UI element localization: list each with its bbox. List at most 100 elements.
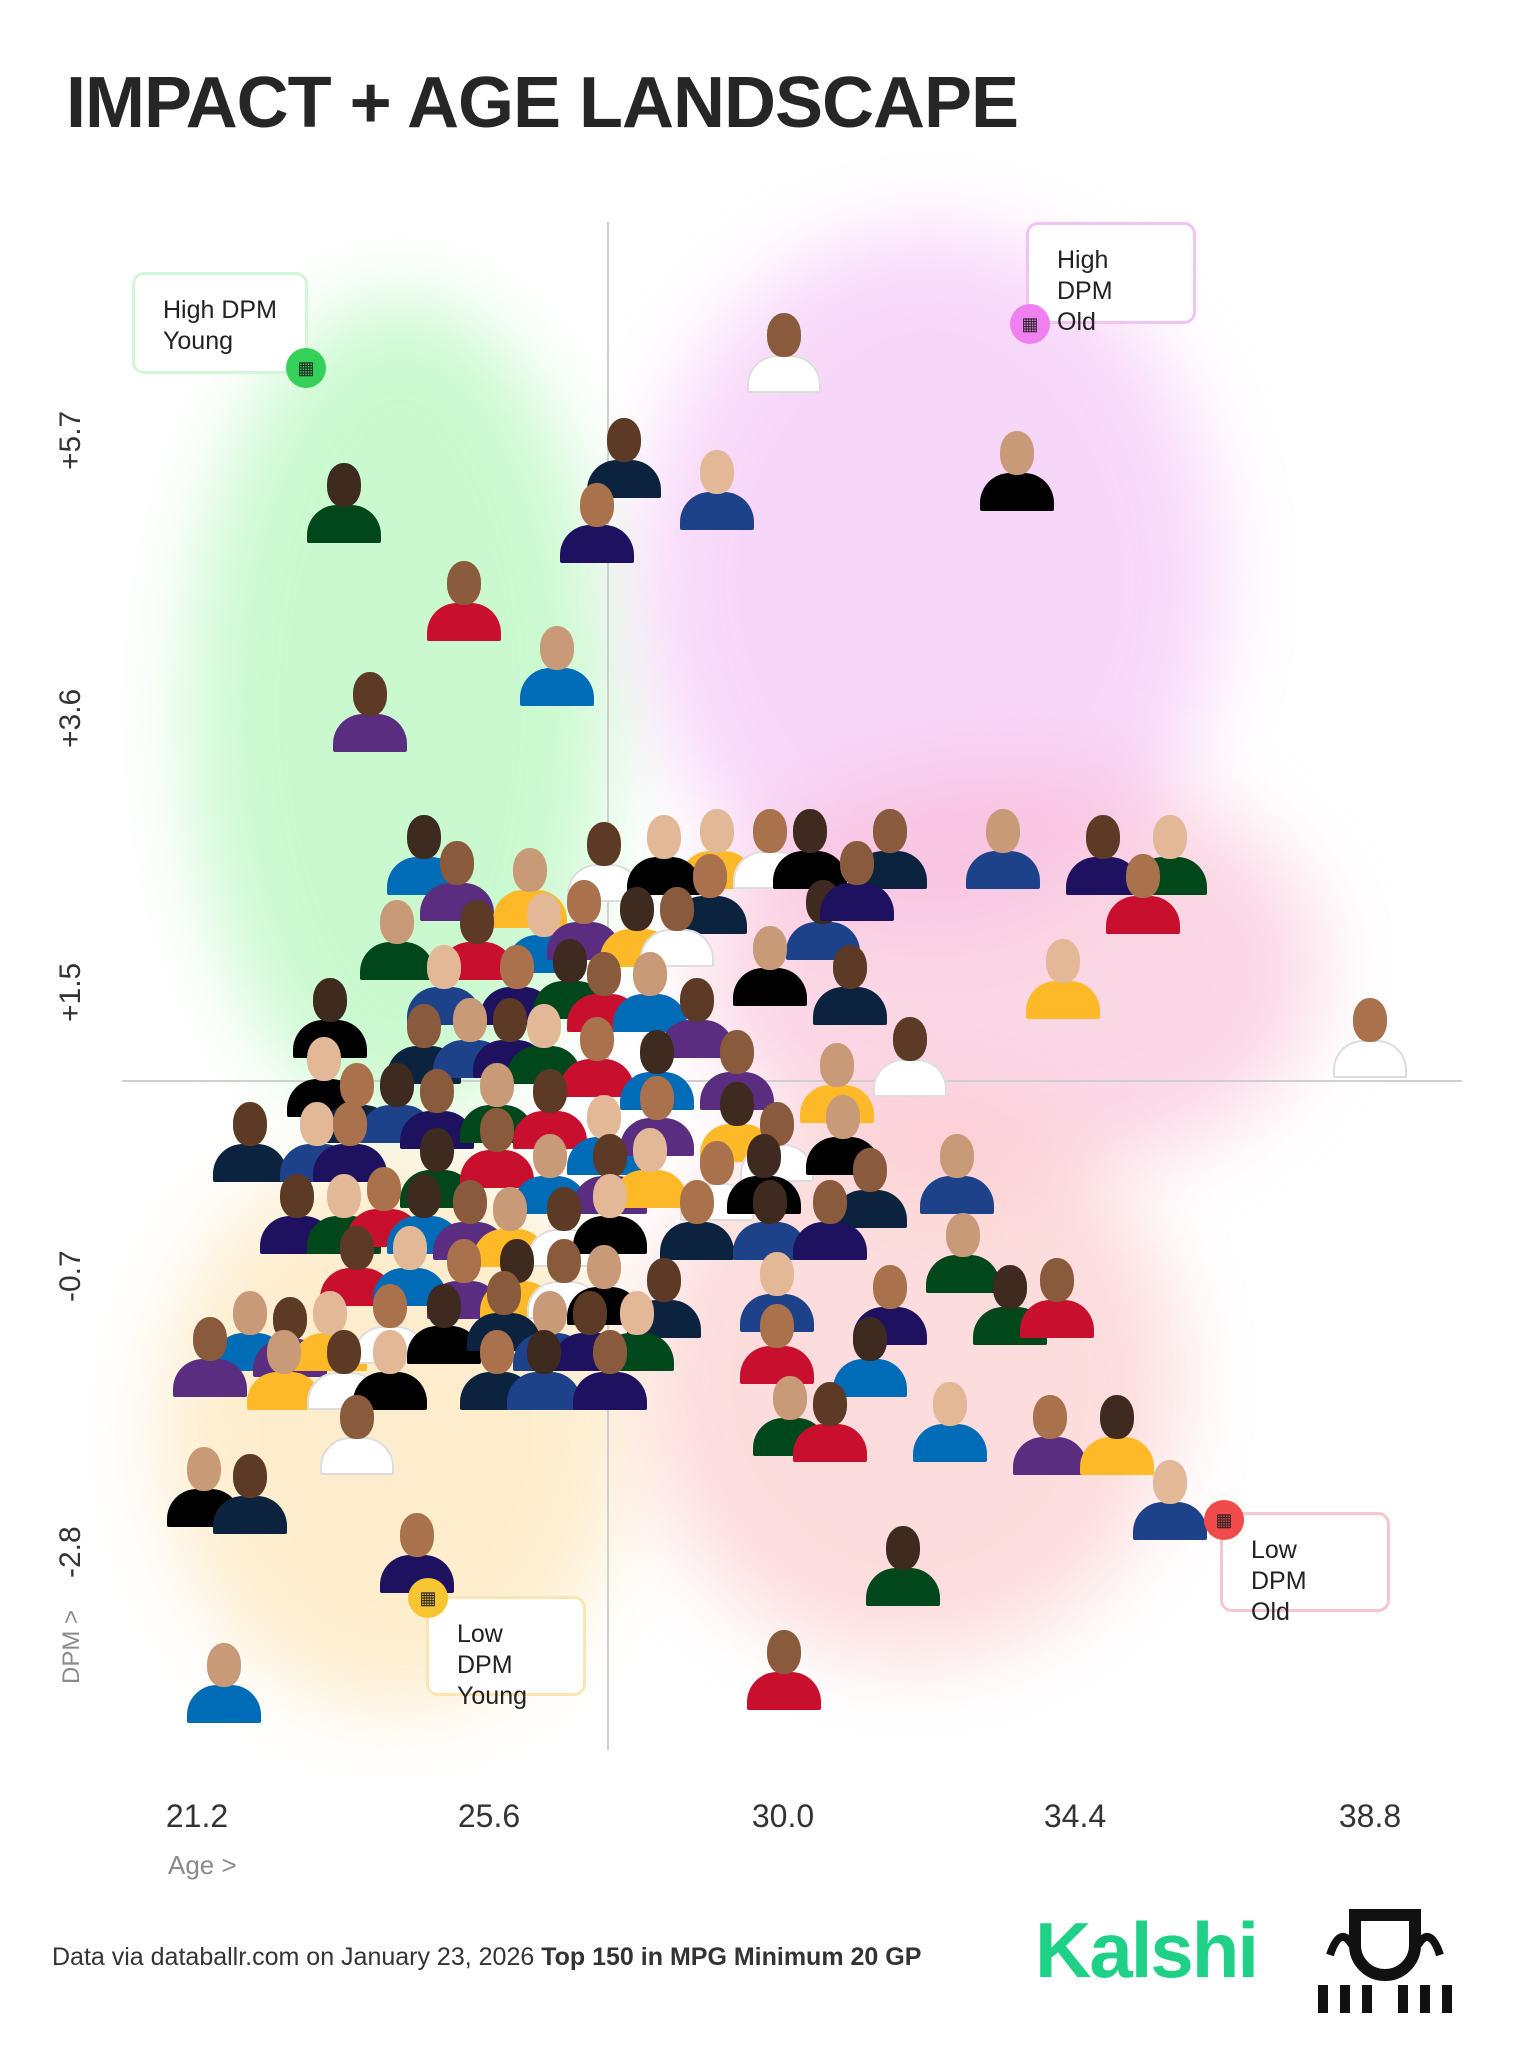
player-marker [1327, 992, 1413, 1078]
player-jersey [1013, 1437, 1088, 1476]
player-head [679, 1180, 714, 1225]
quadrant-label-line: Young [457, 1682, 527, 1710]
player-marker [1014, 1252, 1100, 1339]
player-marker [741, 1624, 827, 1710]
player-head [393, 1225, 428, 1270]
player-head [793, 808, 828, 853]
player-marker [621, 809, 707, 896]
player-head [873, 1264, 908, 1309]
player-jersey [746, 1671, 821, 1710]
player-head [493, 997, 528, 1042]
y-tick-label: -2.8 [54, 1526, 87, 1578]
player-jersey [679, 492, 754, 531]
player-head [446, 560, 481, 605]
player-head [266, 1330, 301, 1375]
chart-title: IMPACT + AGE LANDSCAPE [66, 63, 1019, 143]
quadrant-label-high-young: High DPM Young [132, 272, 308, 374]
quadrant-label-line: Low DPM [457, 1620, 513, 1679]
player-head [553, 938, 588, 983]
player-head [533, 1134, 568, 1179]
player-head [619, 886, 654, 931]
quadrant-label-low-young: Low DPM Young [426, 1596, 586, 1710]
player-marker [354, 894, 440, 980]
trophy-logo-icon [1318, 1909, 1452, 2013]
player-marker [421, 555, 507, 641]
player-marker [827, 1311, 913, 1397]
player-marker [867, 1011, 953, 1098]
player-jersey [1333, 1039, 1407, 1078]
player-head [186, 1447, 221, 1492]
player-head [279, 1173, 314, 1218]
player-head [373, 1284, 408, 1329]
player-marker [960, 803, 1046, 889]
quadrant-label-high-old: High DPM Old [1026, 222, 1196, 336]
player-head [546, 1186, 581, 1231]
player-head [719, 1030, 754, 1075]
player-marker [607, 1122, 693, 1208]
player-head [766, 1629, 801, 1674]
player-head [773, 1375, 808, 1420]
player-jersey [739, 1345, 814, 1384]
player-head [586, 952, 621, 996]
player-head [753, 925, 788, 970]
player-marker [581, 412, 667, 498]
y-tick-label: -0.7 [54, 1250, 87, 1302]
player-head [619, 1290, 654, 1335]
player-head [699, 1141, 734, 1185]
player-jersey [746, 355, 821, 394]
player-head [526, 1330, 561, 1375]
player-head [1126, 854, 1161, 899]
player-head [193, 1316, 228, 1361]
player-marker [567, 1324, 653, 1411]
player-jersey [733, 967, 808, 1006]
player-marker [727, 920, 813, 1006]
player-head [499, 945, 534, 990]
player-head [579, 1017, 614, 1062]
player-head [586, 821, 621, 866]
player-head [479, 1330, 514, 1375]
y-tick-label: +3.6 [54, 688, 87, 748]
player-head [533, 1069, 568, 1114]
player-marker [734, 1298, 820, 1384]
player-head [299, 1101, 334, 1146]
player-head [633, 952, 668, 996]
player-head [339, 1225, 374, 1270]
player-head [766, 313, 801, 358]
player-head [639, 1075, 674, 1120]
quadrant-label-line: Old [1057, 308, 1096, 336]
player-head [406, 1173, 441, 1218]
player-marker [301, 457, 387, 544]
x-axis-label: Age > [168, 1850, 237, 1880]
quadrant-label-line: Young [163, 327, 233, 355]
x-tick-label: 34.4 [1043, 1798, 1107, 1834]
player-head [366, 1167, 401, 1212]
player-head [839, 841, 874, 886]
player-jersey [1079, 1437, 1154, 1476]
player-jersey [979, 472, 1054, 511]
player-head [566, 880, 601, 925]
player-head [826, 1095, 861, 1140]
player-head [693, 854, 728, 899]
player-head [1086, 815, 1121, 860]
player-head [999, 430, 1034, 475]
player-head [646, 1258, 681, 1303]
player-marker [167, 1311, 253, 1397]
player-jersey [833, 1358, 908, 1397]
player-jersey [573, 1372, 648, 1411]
map-icon: ▦ [1204, 1500, 1244, 1540]
player-head [593, 1330, 628, 1375]
glow-green [190, 300, 610, 1120]
player-marker [814, 835, 900, 922]
player-jersey [873, 1059, 948, 1098]
player-head [573, 1290, 608, 1335]
x-tick-label: 21.2 [165, 1798, 229, 1834]
player-head [593, 1134, 628, 1179]
player-head [1153, 1460, 1188, 1505]
player-head [853, 1147, 888, 1192]
player-jersey [659, 1222, 734, 1261]
player-head [759, 1303, 794, 1348]
player-jersey [793, 1424, 868, 1463]
player-head [373, 1330, 408, 1375]
player-head [819, 1043, 854, 1088]
